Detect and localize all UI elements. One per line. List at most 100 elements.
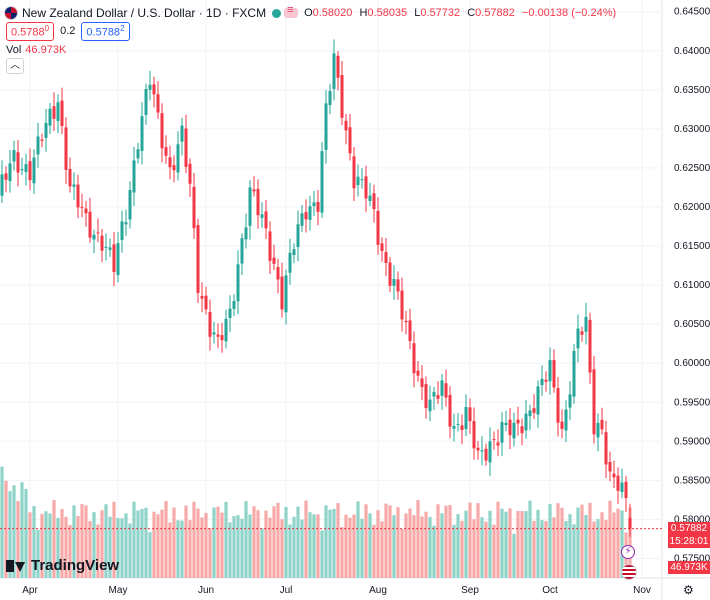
candle-body — [120, 221, 124, 241]
tradingview-logo[interactable]: TradingView — [6, 557, 119, 574]
volume-bar — [52, 500, 56, 578]
candle-body — [460, 425, 464, 431]
symbol-title[interactable]: New Zealand Dollar / U.S. Dollar · 1D · … — [22, 6, 267, 20]
volume-bar — [28, 512, 32, 578]
candle-body — [564, 409, 568, 431]
volume-bar — [8, 491, 12, 578]
time-tick-label: Jun — [198, 585, 214, 596]
volume-bar — [596, 519, 600, 578]
chevron-up-icon: ︿ — [10, 60, 20, 71]
volume-bar — [124, 513, 128, 578]
volume-bar — [228, 522, 232, 578]
volume-bar — [416, 500, 420, 578]
candle-body — [140, 116, 144, 151]
ohlc-values: O0.58020 H0.58035 L0.57732 C0.57882 −0.0… — [304, 7, 617, 19]
sell-button[interactable]: 0.57880 — [6, 22, 55, 41]
volume-bar — [92, 512, 96, 578]
volume-bar — [356, 501, 360, 578]
volume-bar — [456, 513, 460, 578]
volume-bar — [556, 503, 560, 578]
volume-bar — [464, 510, 468, 578]
volume-bar — [244, 501, 248, 578]
candle-body — [476, 447, 480, 451]
candle-body — [560, 421, 564, 429]
candle-body — [68, 169, 72, 187]
volume-bar — [508, 508, 512, 578]
volume-bar — [276, 502, 280, 578]
candle-body — [600, 419, 604, 430]
candle-body — [232, 300, 236, 309]
buy-button[interactable]: 0.57882 — [81, 22, 130, 41]
candle-body — [188, 163, 192, 184]
volume-bar — [388, 505, 392, 578]
candle-body — [472, 421, 476, 449]
time-tick-label: Apr — [22, 585, 38, 596]
volume-bar — [512, 533, 516, 578]
volume-bar — [332, 508, 336, 578]
candle-body — [48, 108, 52, 126]
candle-body — [44, 122, 48, 138]
volume-bar — [44, 511, 48, 578]
volume-bar — [584, 514, 588, 578]
candle-body — [592, 369, 596, 435]
candle-body — [164, 147, 168, 156]
volume-bar — [408, 508, 412, 578]
tradingview-logo-icon — [6, 559, 26, 572]
candle-body — [32, 157, 36, 184]
lightning-event-icon[interactable]: ⚡ — [621, 545, 635, 559]
candle-body — [584, 316, 588, 332]
volume-bar — [564, 521, 568, 578]
candle-body — [444, 383, 448, 398]
volume-bar — [200, 517, 204, 578]
candle-body — [440, 380, 444, 396]
volume-bar — [616, 508, 620, 578]
candle-body — [280, 276, 284, 310]
volume-bar — [600, 512, 604, 578]
candle-body — [332, 53, 336, 89]
us-flag-event-icon[interactable] — [621, 564, 637, 580]
data-source-icon[interactable] — [284, 4, 299, 18]
volume-bar — [620, 510, 624, 578]
candle-body — [124, 222, 128, 225]
candle-body — [424, 384, 428, 409]
candle-body — [40, 139, 44, 141]
volume-bar — [140, 509, 144, 578]
volume-bar — [312, 514, 316, 578]
volume-bar — [68, 524, 72, 578]
candle-body — [96, 232, 100, 234]
candle-body — [524, 413, 528, 431]
candle-body — [336, 55, 340, 78]
candle-body — [612, 473, 616, 478]
spread-value: 0.2 — [60, 25, 76, 38]
volume-bar — [432, 525, 436, 578]
candle-body — [432, 392, 436, 397]
volume-bar — [520, 511, 524, 578]
volume-bar — [212, 507, 216, 578]
volume-bar — [88, 521, 92, 578]
price-axis: 0.64500 0.64000 0.63500 0.63000 0.62500 0.620… — [674, 7, 710, 565]
volume-bar — [484, 521, 488, 578]
price-tick-label: 0.60000 — [674, 358, 710, 369]
volume-bar — [532, 520, 536, 578]
volume-bar — [84, 505, 88, 578]
candle-body — [392, 279, 396, 286]
volume-bar — [272, 506, 276, 578]
volume-bar — [128, 523, 132, 578]
candle-body — [228, 308, 232, 319]
candle-body — [488, 441, 492, 463]
settings-gear-icon[interactable]: ⚙ — [683, 583, 694, 597]
candle-body — [296, 224, 300, 248]
candle-body — [380, 243, 384, 252]
candle-body — [196, 225, 200, 293]
volume-bar — [56, 517, 60, 578]
volume-bar — [344, 514, 348, 578]
candle-body — [464, 406, 468, 430]
collapse-legend-button[interactable]: ︿ — [6, 58, 24, 74]
volume-bar — [208, 528, 212, 578]
volume-bar — [120, 518, 124, 578]
candle-body — [352, 156, 356, 189]
volume-bar — [568, 514, 572, 578]
currency-flag-icon — [4, 6, 18, 20]
candle-body — [580, 331, 584, 335]
